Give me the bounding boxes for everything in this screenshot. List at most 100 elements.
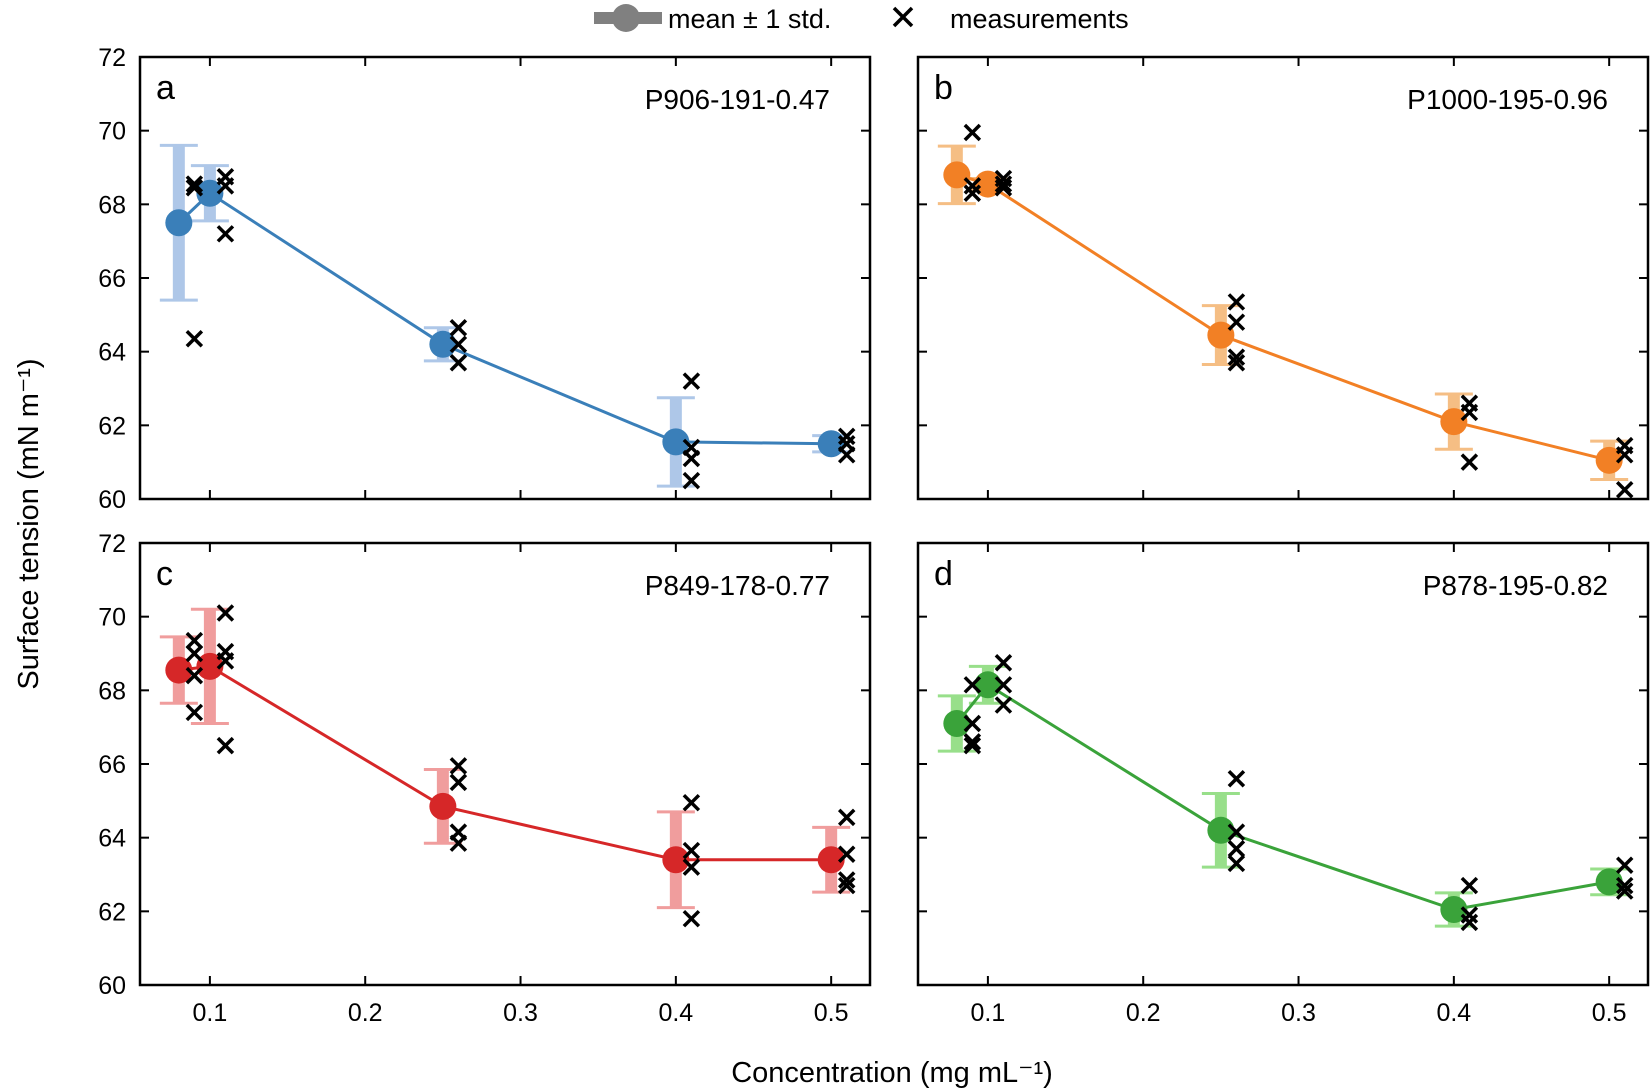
measurement-point xyxy=(682,841,701,860)
measurement-point xyxy=(216,225,235,243)
measurement-point xyxy=(837,427,856,446)
y-tick-label: 72 xyxy=(98,44,126,72)
y-tick-label: 70 xyxy=(98,604,126,632)
y-tick-label: 68 xyxy=(98,191,126,219)
mean-point xyxy=(1207,816,1235,844)
measurement-point xyxy=(963,676,982,694)
measurement-point xyxy=(682,909,701,928)
y-tick-label: 64 xyxy=(98,339,126,367)
panel-letter: b xyxy=(934,69,953,107)
panel-b: b P1000-195-0.96 xyxy=(916,55,1650,501)
y-tick-label: 62 xyxy=(98,412,126,440)
mean-point xyxy=(1207,321,1235,349)
measurement-point xyxy=(449,757,468,775)
mean-point xyxy=(165,209,193,237)
mean-point xyxy=(817,846,845,874)
measurement-point xyxy=(216,604,235,622)
measurement-point xyxy=(216,652,235,670)
measurement-point xyxy=(1227,854,1246,873)
measurement-point xyxy=(185,631,204,650)
measurement-point xyxy=(449,335,468,354)
x-axis-title: Concentration (mg mL⁻¹) xyxy=(731,1057,1053,1089)
x-tick-label: 0.5 xyxy=(814,999,849,1027)
measurement-point xyxy=(1460,876,1479,895)
measurement-point xyxy=(682,471,701,490)
measurement-point xyxy=(682,858,701,876)
measurement-point xyxy=(1227,353,1246,372)
x-tick-label: 0.4 xyxy=(658,999,693,1027)
y-tick-label: 60 xyxy=(98,972,126,1000)
legend-cross-marker xyxy=(892,6,914,28)
measurement-point xyxy=(994,653,1013,672)
mean-point xyxy=(429,330,457,358)
measurement-point xyxy=(1227,839,1246,858)
plot-frame xyxy=(916,55,1650,501)
measurement-point xyxy=(963,736,982,755)
x-tick-label: 0.4 xyxy=(1436,999,1471,1027)
measurement-point xyxy=(1615,446,1634,464)
measurement-point xyxy=(449,773,468,792)
measurement-point xyxy=(1615,481,1634,499)
mean-point xyxy=(974,170,1002,198)
y-tick-label: 64 xyxy=(98,825,126,853)
x-tick-label: 0.2 xyxy=(348,999,383,1027)
measurement-point xyxy=(185,175,204,193)
measurement-point xyxy=(837,808,856,827)
measurement-point xyxy=(837,845,856,863)
measurement-point xyxy=(185,703,204,722)
legend: mean ± 1 std. measurements xyxy=(594,4,1129,34)
mean-point xyxy=(943,709,971,737)
x-tick-label: 0.3 xyxy=(1281,999,1316,1027)
measurement-point xyxy=(1227,313,1246,331)
measurement-point xyxy=(837,446,856,464)
mean-point xyxy=(1440,408,1468,436)
measurement-point xyxy=(1615,882,1634,900)
mean-point xyxy=(1440,895,1468,923)
x-tick-label: 0.2 xyxy=(1126,999,1161,1027)
measurement-point xyxy=(449,834,468,852)
measurement-point xyxy=(185,666,204,685)
y-tick-label: 68 xyxy=(98,677,126,705)
measurement-point xyxy=(1227,348,1246,366)
measurement-point xyxy=(1460,403,1479,422)
measurement-point xyxy=(449,318,468,337)
mean-point xyxy=(196,179,224,207)
measurement-point xyxy=(994,676,1013,694)
mean-point xyxy=(196,652,224,680)
y-tick-label: 72 xyxy=(98,530,126,558)
measurement-point xyxy=(1615,856,1634,875)
mean-point xyxy=(662,846,690,874)
y-tick-label: 66 xyxy=(98,265,126,293)
measurement-point xyxy=(185,644,204,663)
legend-mean-marker xyxy=(612,4,640,32)
y-axis-title: Surface tension (mN m⁻¹) xyxy=(13,358,45,689)
measurement-point xyxy=(216,736,235,755)
panel-title: P1000-195-0.96 xyxy=(1407,84,1608,115)
panel-a: 60 62 64 66 68 70 72 a P906-191-0.47 xyxy=(98,44,872,514)
measurement-point xyxy=(1460,913,1479,932)
plot-frame xyxy=(138,55,872,501)
measurement-point xyxy=(1460,453,1479,471)
measurement-point xyxy=(1460,906,1479,924)
panel-c: 60 62 64 66 68 70 72 0.1 0.2 0.3 0.4 0.5 c P849-178-0… xyxy=(98,530,872,1027)
measurement-point xyxy=(994,179,1013,197)
y-tick-label: 60 xyxy=(98,486,126,514)
measurement-point xyxy=(994,696,1013,714)
measurement-point xyxy=(963,184,982,203)
measurement-point xyxy=(963,177,982,195)
mean-point xyxy=(429,792,457,820)
measurement-point xyxy=(1227,823,1246,841)
mean-line xyxy=(956,173,1610,462)
mean-point xyxy=(817,430,845,458)
measurement-point xyxy=(963,733,982,751)
panel-d: 0.1 0.2 0.3 0.4 0.5 d P878-195-0.82 xyxy=(916,541,1650,1027)
mean-point xyxy=(165,656,193,684)
legend-mean-label: mean ± 1 std. xyxy=(668,4,831,34)
panel-title: P906-191-0.47 xyxy=(645,84,830,115)
measurement-point xyxy=(682,793,701,812)
measurement-point xyxy=(682,449,701,468)
measurement-point xyxy=(185,330,204,348)
mean-line xyxy=(955,682,1610,912)
panel-letter: a xyxy=(156,69,175,107)
